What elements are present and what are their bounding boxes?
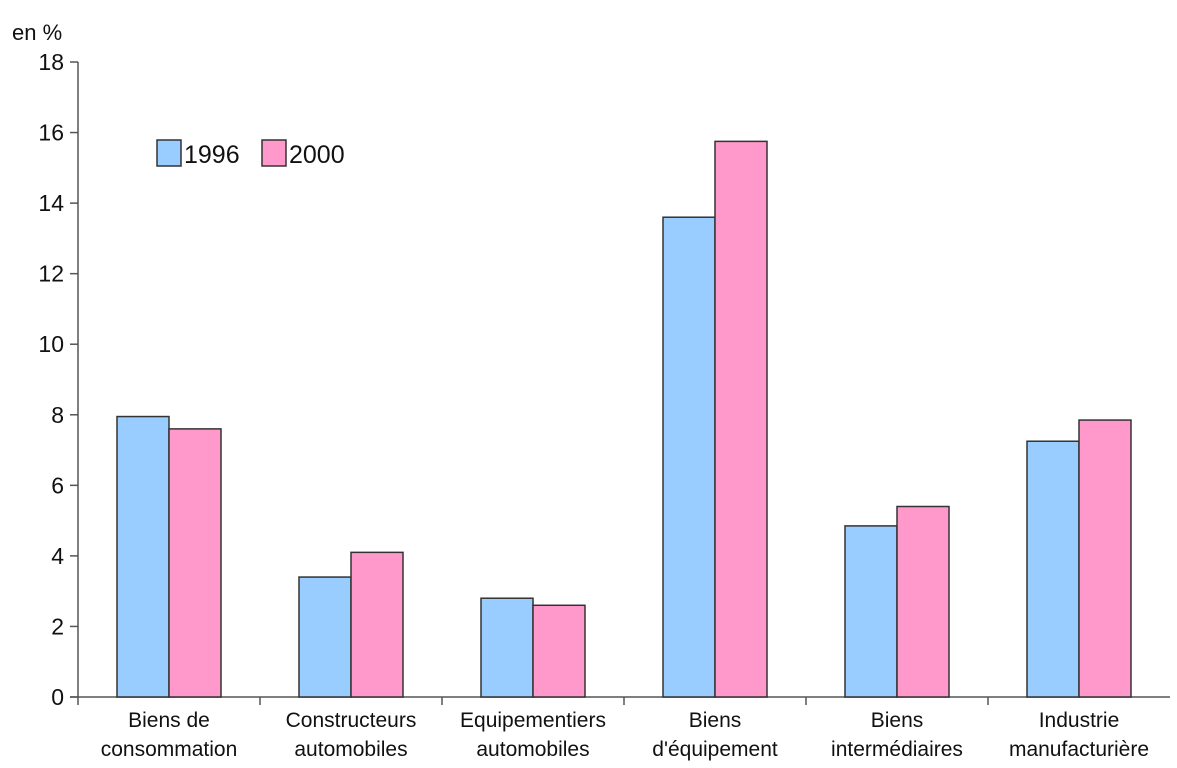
x-tick-label: automobiles — [294, 738, 407, 761]
x-tick-label: automobiles — [476, 738, 589, 761]
x-tick-label: intermédiaires — [831, 738, 963, 761]
bars — [116, 140, 1132, 698]
y-tick-label: 6 — [51, 472, 64, 498]
bar-1996-3 — [662, 216, 716, 698]
bar-1996-5 — [1026, 440, 1080, 698]
x-tick-label: Biens — [871, 709, 924, 732]
bar-2000-4 — [896, 505, 950, 698]
y-tick-label: 8 — [51, 402, 64, 428]
y-tick-label: 10 — [38, 331, 64, 357]
x-tick-label: Constructeurs — [286, 709, 417, 732]
y-tick-label: 14 — [38, 190, 64, 216]
y-tick-label: 16 — [38, 120, 64, 146]
legend: 1996 2000 — [156, 139, 345, 169]
legend-swatch-1996 — [156, 139, 182, 167]
x-tick-label: Biens de — [128, 709, 210, 732]
y-tick-label: 2 — [51, 613, 64, 639]
bar-2000-1 — [350, 551, 404, 698]
bar-2000-0 — [168, 428, 222, 698]
bar-1996-4 — [844, 525, 898, 698]
x-tick-labels: Biens de consommation Constructeurs automob… — [101, 697, 1149, 761]
bar-1996-0 — [116, 415, 170, 698]
legend-swatch-2000 — [261, 139, 287, 167]
bar-2000-3 — [714, 140, 768, 698]
legend-label-2000: 2000 — [289, 141, 345, 169]
axes — [70, 62, 1170, 705]
y-tick-label: 12 — [38, 261, 64, 287]
x-tick-label: Industrie — [1039, 709, 1120, 732]
y-tick-label: 18 — [38, 49, 64, 75]
bar-1996-2 — [480, 597, 534, 698]
y-tick-label: 4 — [51, 543, 64, 569]
legend-label-1996: 1996 — [184, 141, 240, 169]
x-tick-label: Equipementiers — [460, 709, 606, 732]
y-tick-label: 0 — [51, 684, 64, 710]
bar-2000-5 — [1078, 419, 1132, 698]
x-tick-label: consommation — [101, 738, 238, 761]
y-ticks: 0 2 4 6 8 10 12 14 16 18 — [38, 49, 78, 710]
y-axis-label: en % — [12, 20, 62, 45]
x-tick-label: Biens — [689, 709, 742, 732]
bar-2000-2 — [532, 604, 586, 698]
x-tick-label: manufacturière — [1009, 738, 1149, 761]
bar-1996-1 — [298, 576, 352, 698]
x-tick-label: d'équipement — [652, 738, 778, 761]
